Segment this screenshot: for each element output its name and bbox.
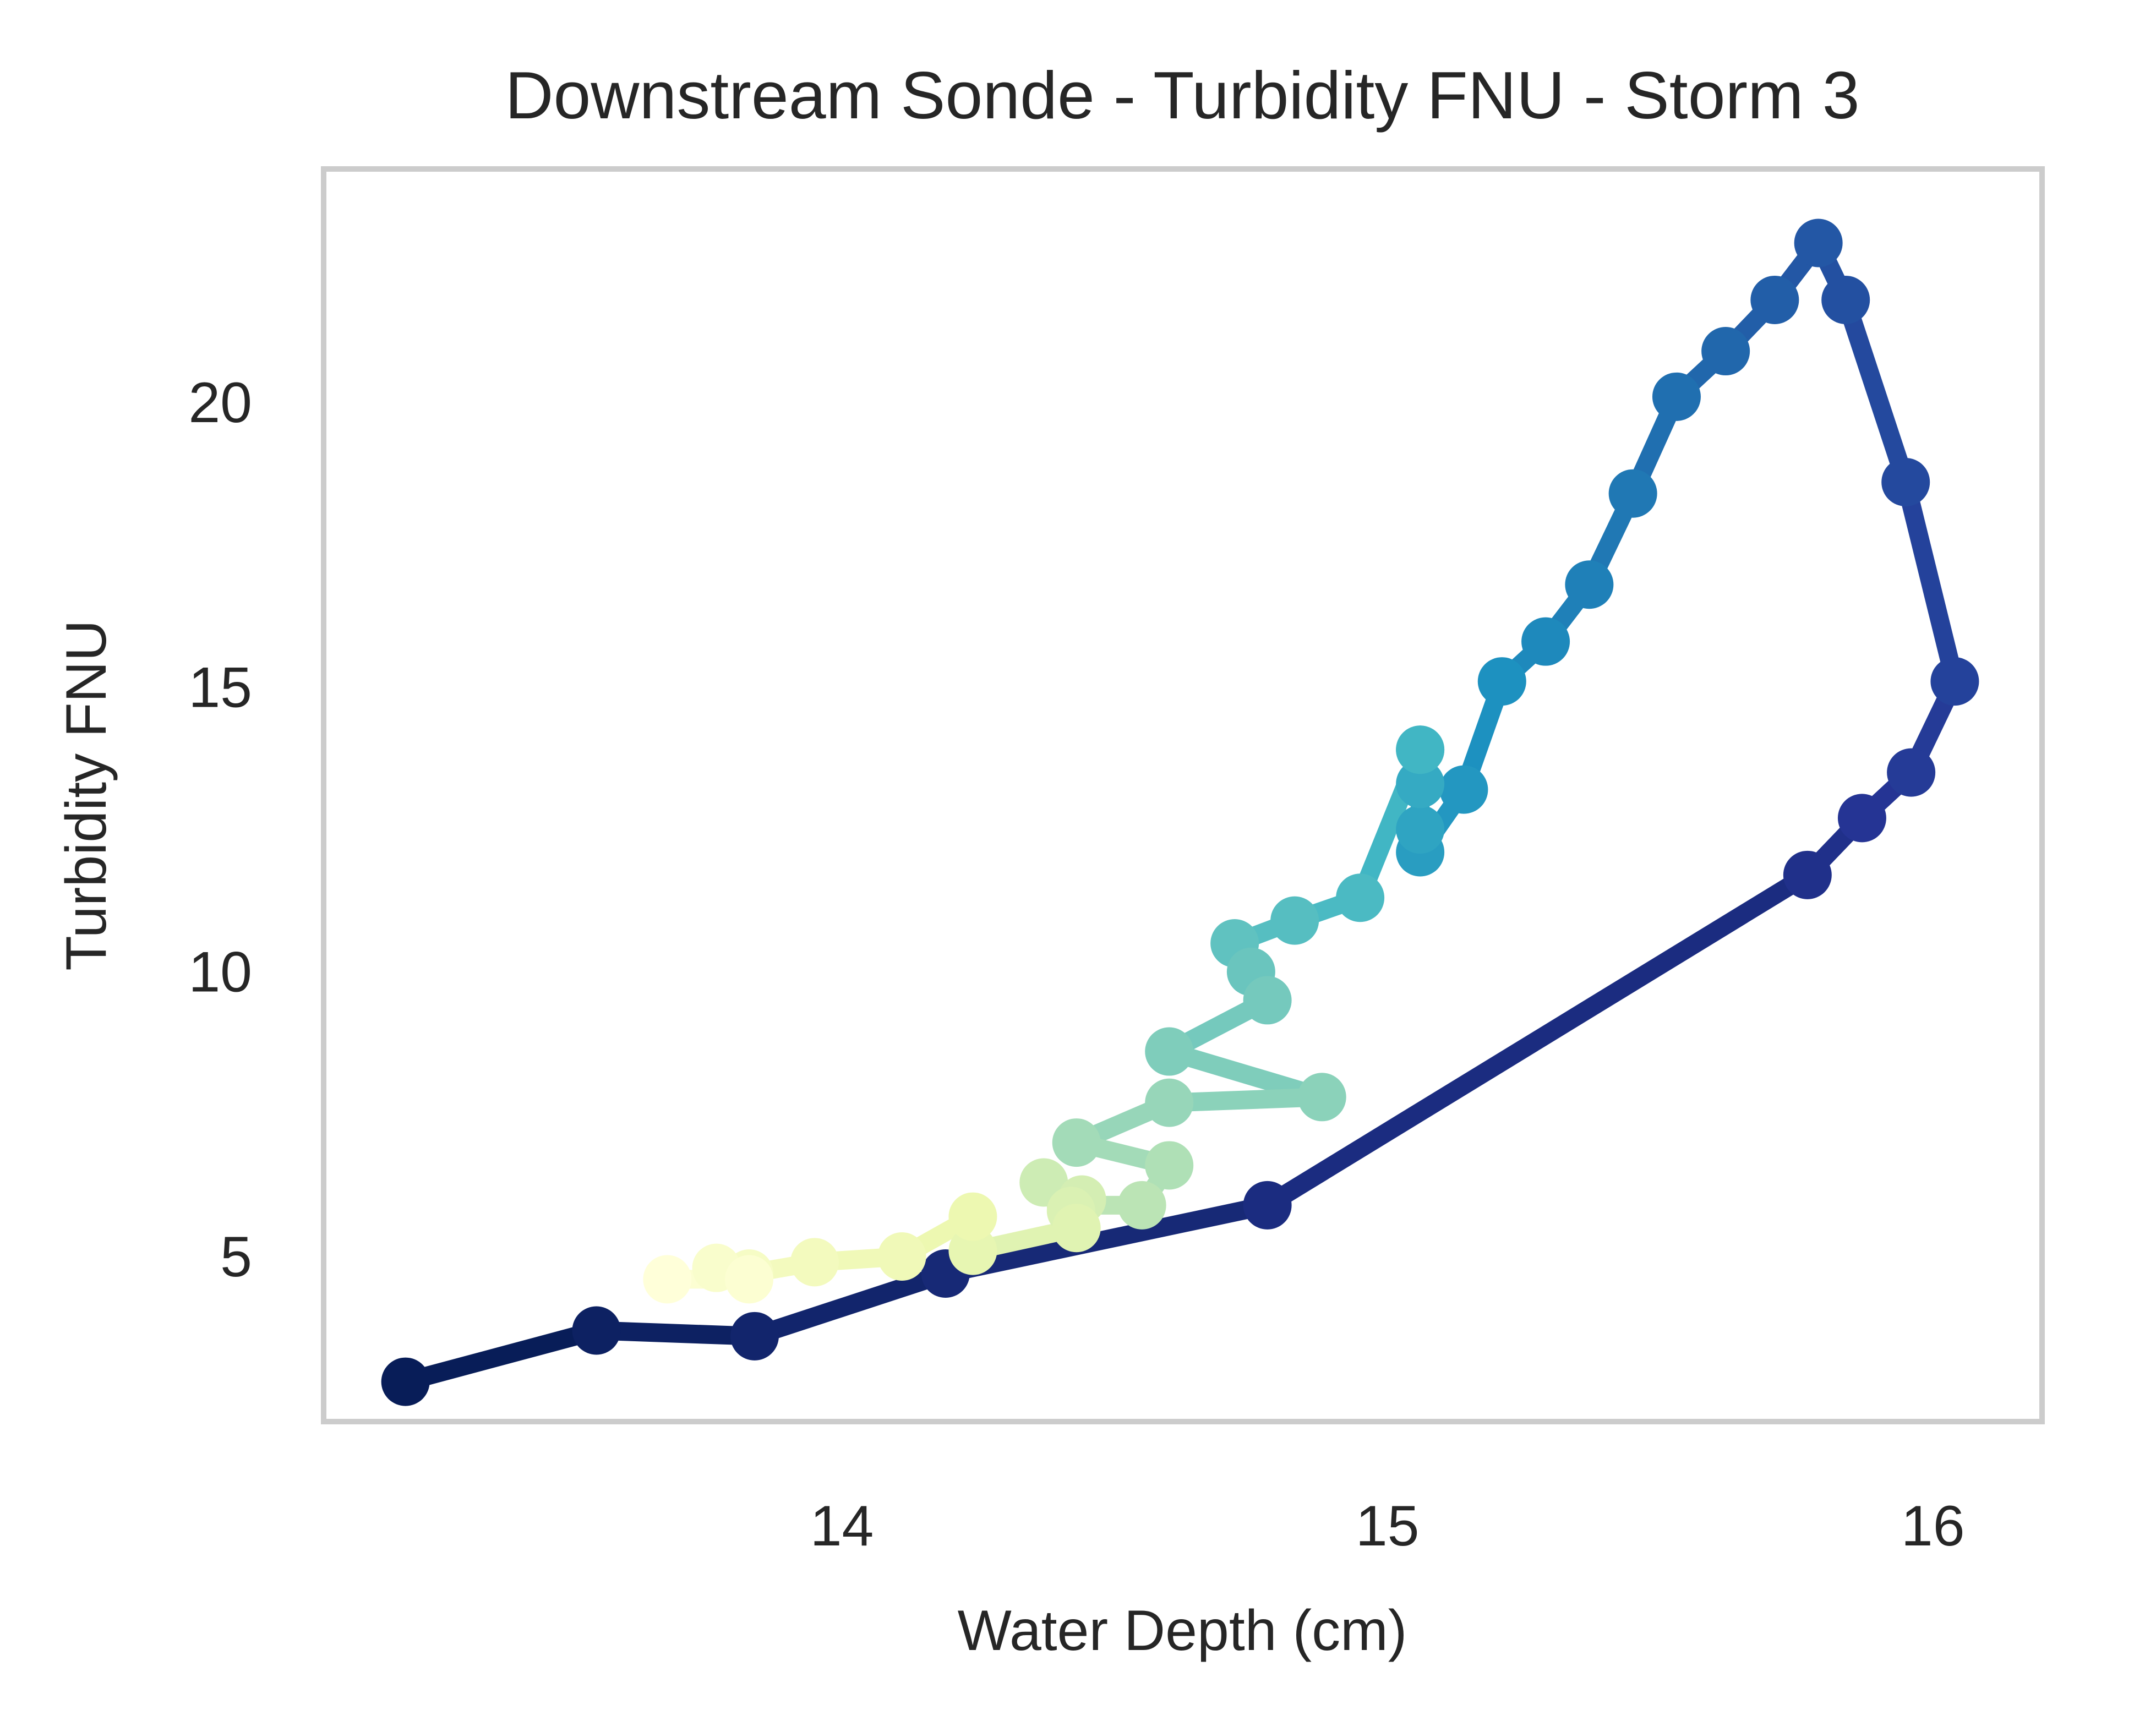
data-point xyxy=(1243,1181,1292,1230)
data-point xyxy=(1336,873,1385,922)
x-axis-label: Water Depth (cm) xyxy=(958,1599,1407,1663)
data-point xyxy=(948,1226,997,1275)
series-segment xyxy=(745,1264,955,1346)
data-point xyxy=(1521,617,1570,666)
y-axis-label: Turbidity FNU xyxy=(54,620,118,971)
data-point xyxy=(790,1238,839,1287)
data-point xyxy=(1887,748,1936,797)
series-segment xyxy=(1836,290,1915,491)
data-point xyxy=(643,1255,692,1304)
y-tick-label: 10 xyxy=(188,941,252,1004)
data-point xyxy=(1052,1118,1101,1167)
x-axis-ticks: 14 15 16 xyxy=(810,1494,1965,1558)
data-point xyxy=(1652,372,1701,421)
series-segment xyxy=(1896,473,1964,691)
series-segment xyxy=(936,1195,1277,1283)
data-point xyxy=(1881,458,1930,506)
data-point xyxy=(1608,469,1657,518)
y-tick-label: 20 xyxy=(188,371,252,435)
y-axis-ticks: 5 10 15 20 xyxy=(188,371,252,1289)
data-point xyxy=(877,1232,926,1281)
data-point xyxy=(1117,1181,1166,1230)
data-point xyxy=(1396,805,1445,854)
data-point xyxy=(1783,850,1832,899)
series-segment xyxy=(1160,1088,1331,1112)
chart-title: Downstream Sonde - Turbidity FNU - Storm… xyxy=(505,58,1859,133)
data-point xyxy=(1396,725,1445,774)
data-point xyxy=(730,1312,779,1361)
data-point xyxy=(1145,1078,1194,1127)
data-point xyxy=(1297,1073,1346,1122)
data-point xyxy=(381,1357,430,1406)
data-point xyxy=(1837,794,1886,843)
data-point xyxy=(1794,218,1843,267)
data-point xyxy=(725,1255,774,1304)
x-tick-label: 16 xyxy=(1901,1494,1965,1558)
data-point xyxy=(1145,1027,1194,1076)
data-point xyxy=(1145,1141,1194,1190)
data-point xyxy=(1396,760,1445,808)
data-point xyxy=(1477,657,1526,706)
data-point xyxy=(1565,560,1614,609)
plot-frame xyxy=(321,166,2045,1424)
data-point xyxy=(1930,657,1979,706)
series-segment xyxy=(587,1321,764,1346)
series-segment xyxy=(1258,865,1817,1215)
data-point xyxy=(1701,327,1750,376)
series-points xyxy=(381,218,1979,1406)
data-point xyxy=(1821,275,1870,324)
data-point xyxy=(948,1192,997,1241)
y-tick-label: 5 xyxy=(220,1225,252,1289)
x-tick-label: 15 xyxy=(1356,1494,1420,1558)
data-point xyxy=(572,1306,621,1355)
data-point xyxy=(1052,1204,1101,1253)
data-point xyxy=(1243,976,1292,1025)
data-point xyxy=(1270,896,1319,945)
series-segment xyxy=(396,1321,606,1391)
y-tick-label: 15 xyxy=(188,655,252,719)
data-point xyxy=(1750,275,1799,324)
data-point xyxy=(1439,765,1488,814)
series-line xyxy=(396,233,1964,1391)
x-tick-label: 14 xyxy=(810,1494,874,1558)
